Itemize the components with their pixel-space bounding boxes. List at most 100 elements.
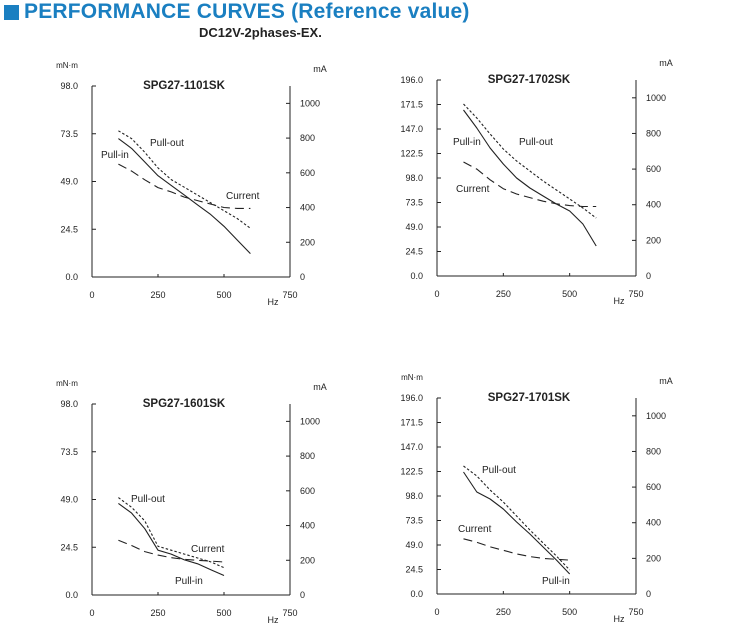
right-tick-label: 200 <box>300 555 315 565</box>
x-tick-label: 750 <box>282 608 297 618</box>
left-tick-label: 49.0 <box>405 540 423 550</box>
right-tick-label: 800 <box>646 128 661 138</box>
left-tick-label: 0.0 <box>65 590 78 600</box>
x-axis-label: Hz <box>614 296 625 306</box>
right-tick-label: 600 <box>646 482 661 492</box>
x-tick-label: 250 <box>150 608 165 618</box>
left-tick-label: 171.5 <box>400 418 423 428</box>
x-tick-label: 250 <box>496 289 511 299</box>
left-axis-label: mN·m <box>56 61 78 70</box>
left-tick-label: 49.0 <box>60 177 78 187</box>
left-tick-label: 171.5 <box>400 100 423 110</box>
right-tick-label: 400 <box>300 203 315 213</box>
left-tick-label: 122.5 <box>400 149 423 159</box>
x-tick-label: 250 <box>496 607 511 617</box>
series-pull-out-label: Pull-out <box>482 465 516 476</box>
right-tick-label: 0 <box>646 589 651 599</box>
x-tick-label: 500 <box>562 607 577 617</box>
left-tick-label: 73.5 <box>60 447 78 457</box>
x-tick-label: 750 <box>628 289 643 299</box>
x-axis-label: Hz <box>268 297 279 307</box>
series-current-label: Current <box>456 184 490 195</box>
right-axis-label: mA <box>313 382 327 392</box>
right-tick-label: 400 <box>300 521 315 531</box>
series-current-label: Current <box>191 544 225 555</box>
series-pull-out-label: Pull-out <box>519 137 553 148</box>
chart-4: 0.0 24.5 49.0 73.5 98.0 122.5 147.0 171.5 196.0 0… <box>400 373 672 624</box>
right-axis-label: mA <box>313 64 327 74</box>
x-tick-label: 0 <box>89 290 94 300</box>
series-pull-out-line <box>463 103 597 219</box>
left-tick-label: 98.0 <box>60 399 78 409</box>
page-subtitle: DC12V-2phases-EX. <box>199 25 322 40</box>
left-tick-label: 0.0 <box>410 271 423 281</box>
series-current-line <box>118 539 225 563</box>
chart-2: 0.0 24.5 49.0 73.5 98.0 122.5 147.0 171.5 196.0 0… <box>400 58 672 306</box>
left-tick-label: 24.5 <box>60 224 78 234</box>
right-tick-label: 1000 <box>300 98 320 108</box>
chart-title: SPG27-1701SK <box>488 392 571 404</box>
series-pull-in-label: Pull-in <box>453 137 481 148</box>
right-tick-label: 1000 <box>300 416 320 426</box>
left-tick-label: 73.5 <box>60 129 78 139</box>
right-axis-label: mA <box>659 376 673 386</box>
left-tick-label: 196.0 <box>400 75 423 85</box>
left-tick-label: 0.0 <box>65 272 78 282</box>
series-pull-in-line <box>118 502 225 577</box>
right-tick-label: 200 <box>646 553 661 563</box>
series-pull-out-line <box>118 497 225 569</box>
page-title: PERFORMANCE CURVES (Reference value) <box>24 0 470 23</box>
series-current-line <box>463 161 597 208</box>
header: PERFORMANCE CURVES (Reference value) <box>4 0 470 24</box>
left-tick-label: 147.0 <box>400 442 423 452</box>
series-pull-out-label: Pull-out <box>131 494 165 505</box>
series-pull-in-label: Pull-in <box>542 576 570 587</box>
left-tick-label: 98.0 <box>60 81 78 91</box>
chart-title: SPG27-1101SK <box>143 80 226 92</box>
x-axis-label: Hz <box>614 614 625 624</box>
x-tick-label: 0 <box>89 608 94 618</box>
x-tick-label: 500 <box>216 290 231 300</box>
left-tick-label: 49.0 <box>405 222 423 232</box>
series-pull-out-line <box>118 130 251 229</box>
series-pull-in-line <box>118 138 251 254</box>
series-pull-out-line <box>463 465 571 571</box>
chart-title: SPG27-1601SK <box>143 398 226 410</box>
series-current-label: Current <box>226 191 260 202</box>
right-tick-label: 400 <box>646 518 661 528</box>
series-pull-in-label: Pull-in <box>101 150 129 161</box>
x-axis-label: Hz <box>268 615 279 625</box>
left-tick-label: 73.5 <box>405 516 423 526</box>
left-axis-label: mN·m <box>56 379 78 388</box>
left-tick-label: 196.0 <box>400 393 423 403</box>
x-tick-label: 750 <box>282 290 297 300</box>
left-tick-label: 122.5 <box>400 467 423 477</box>
series-pull-in-line <box>463 471 571 575</box>
x-tick-label: 0 <box>434 289 439 299</box>
x-tick-label: 0 <box>434 607 439 617</box>
chart-1: 0.0 24.5 49.0 73.5 98.0 0 200 400 600 800 1000 0 250… <box>56 61 327 307</box>
series-current-label: Current <box>458 524 492 535</box>
series-pull-out-label: Pull-out <box>150 138 184 149</box>
right-tick-label: 0 <box>646 271 651 281</box>
left-tick-label: 98.0 <box>405 173 423 183</box>
x-tick-label: 500 <box>216 608 231 618</box>
series-pull-in-label: Pull-in <box>175 576 203 587</box>
right-tick-label: 600 <box>300 486 315 496</box>
right-tick-label: 0 <box>300 272 305 282</box>
right-tick-label: 400 <box>646 200 661 210</box>
right-tick-label: 1000 <box>646 93 666 103</box>
left-tick-label: 49.0 <box>60 495 78 505</box>
right-tick-label: 0 <box>300 590 305 600</box>
left-tick-label: 24.5 <box>60 542 78 552</box>
x-tick-label: 750 <box>628 607 643 617</box>
left-tick-label: 0.0 <box>410 589 423 599</box>
left-tick-label: 147.0 <box>400 124 423 134</box>
chart-title: SPG27-1702SK <box>488 74 571 86</box>
series-current-line <box>118 163 251 209</box>
chart-3: 0.0 24.5 49.0 73.5 98.0 0 200 400 600 800 1000 0 250… <box>56 379 327 625</box>
right-tick-label: 800 <box>646 446 661 456</box>
series-current-line <box>463 538 570 561</box>
right-tick-label: 200 <box>646 235 661 245</box>
